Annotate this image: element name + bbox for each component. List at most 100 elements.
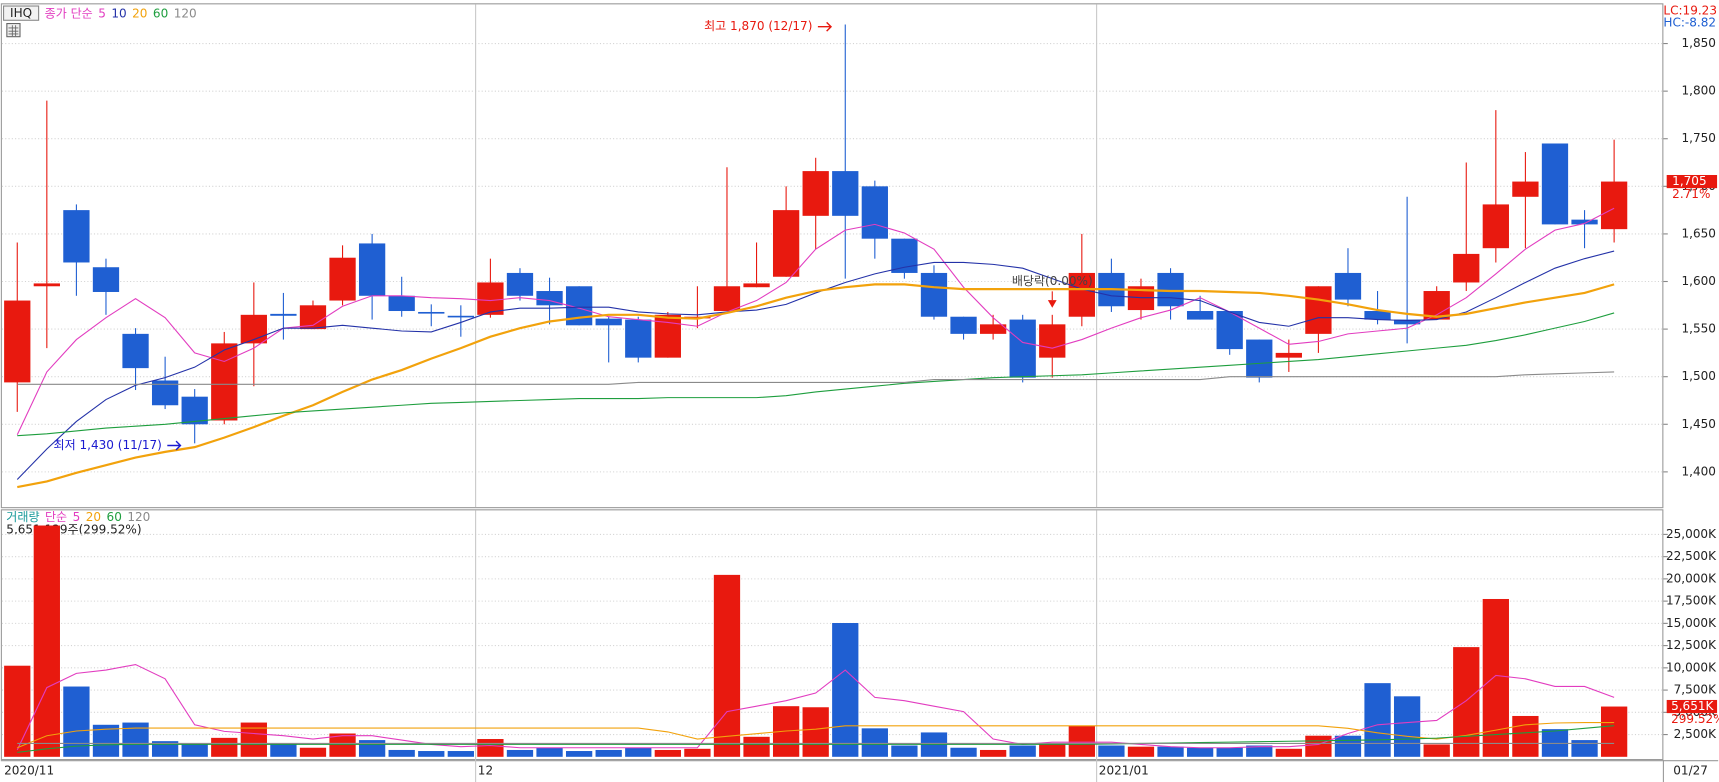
volume-bar [891, 745, 918, 757]
volume-bar [358, 740, 386, 757]
y-tick-label: 1,650 [1682, 226, 1716, 240]
volume-bar [4, 665, 31, 757]
candle-body [418, 311, 445, 314]
legend-entry: 60 [107, 509, 122, 523]
last-volume-change: 299.52% [1671, 712, 1719, 726]
ma-line [16, 250, 1615, 480]
x-tick-label: 12 [478, 764, 493, 778]
candle-body [625, 319, 652, 358]
candle-body [1364, 311, 1391, 320]
volume-panel-frame [0, 509, 1664, 761]
candle-body [1334, 272, 1362, 300]
volume-bar [832, 623, 859, 757]
candle-body [1246, 339, 1273, 378]
candle-body [713, 286, 741, 312]
legend: 거래량 단순 5 20 60 120 [6, 509, 150, 523]
candle-body [1157, 272, 1184, 307]
volume-bar [1157, 746, 1184, 757]
volume-bar [1305, 735, 1332, 757]
candle-body [1453, 253, 1480, 283]
volume-bar [743, 736, 770, 757]
volume-bar [536, 747, 563, 757]
grid-icon[interactable] [6, 23, 21, 38]
x-tick-label: 2021/01 [1099, 764, 1149, 778]
volume-bar [1246, 745, 1273, 757]
volume-bar [654, 749, 681, 757]
legend-title: 거래량 [6, 509, 39, 523]
volume-bar [625, 747, 652, 757]
last-date: 01/27 [1673, 764, 1708, 778]
volume-bar [1364, 683, 1391, 757]
ex-dividend-marker [1047, 300, 1057, 308]
candle-body [891, 238, 918, 273]
y-tick-label: 7,500K [1674, 683, 1717, 697]
y-tick-label: 15,000K [1666, 616, 1717, 630]
volume-bar [151, 741, 179, 757]
volume-bar [1571, 740, 1598, 757]
legend-method: 단순 [45, 509, 67, 523]
volume-bar [329, 733, 356, 757]
y-tick-label: 10,000K [1666, 660, 1717, 674]
ma-line [17, 312, 1615, 437]
candle-body [92, 267, 120, 292]
y-tick-label: 20,000K [1666, 571, 1717, 585]
y-tick-label: 17,500K [1666, 594, 1717, 608]
volume-bar [861, 728, 888, 757]
candle-body [1186, 311, 1214, 320]
legend-entry: 60 [153, 6, 168, 20]
volume-bar [1216, 747, 1243, 757]
volume-bar [63, 686, 90, 757]
volume-bar [1186, 747, 1214, 757]
hc-label: HC:-8.82 [1663, 16, 1716, 30]
ma-line [17, 283, 1615, 489]
y-tick-label: 12,500K [1666, 638, 1717, 652]
volume-bar [1334, 735, 1362, 757]
volume-bar [1275, 748, 1302, 757]
legend-entry: 20 [132, 6, 147, 20]
volume-bar [211, 737, 238, 757]
volume-bar [418, 751, 445, 757]
grid-icon-lines [8, 25, 19, 37]
legend: 종가 단순 5 10 20 60 120 [45, 6, 197, 20]
y-tick-label: 1,850 [1682, 36, 1716, 50]
volume-bar [1512, 715, 1539, 757]
volume-bar [506, 749, 534, 757]
legend-title: 종가 단순 [45, 6, 93, 20]
candle-body [63, 210, 90, 263]
candle-body [802, 171, 829, 216]
candle-body [1009, 319, 1036, 378]
volume-bar [33, 525, 60, 757]
legend-entry: 120 [127, 509, 150, 523]
y-tick-label: 25,000K [1666, 527, 1717, 541]
symbol-box[interactable] [3, 5, 40, 21]
volume-bar [1009, 745, 1036, 757]
price-panel-frame [0, 3, 1664, 509]
legend-entry: 5 [98, 6, 106, 20]
candle-body [979, 324, 1007, 334]
candle-body [950, 316, 977, 334]
candle-body [772, 210, 800, 277]
annotation: 최고 1,870 (12/17) [704, 19, 812, 33]
legend-entry: 120 [174, 6, 197, 20]
volume-bar [181, 744, 208, 757]
last-price-label: 1,705 [1672, 174, 1706, 188]
last-price-tag [1666, 174, 1718, 189]
candle-body [1305, 286, 1332, 334]
y-tick-label: 1,600 [1682, 274, 1716, 288]
candle-body [1571, 219, 1598, 225]
candle-body [477, 282, 504, 315]
volume-bar [565, 751, 593, 757]
volume-bar [684, 748, 711, 757]
candle-body [270, 313, 297, 316]
candle-body [1512, 181, 1539, 197]
y-tick-label: 1,750 [1682, 131, 1716, 145]
annotation-arrow [167, 440, 182, 451]
y-tick-label: 1,450 [1682, 417, 1716, 431]
volume-bar [1453, 647, 1480, 757]
y-tick-label: 1,400 [1682, 464, 1716, 478]
volume-bar [1423, 744, 1450, 757]
x-tick-label: 2020/11 [4, 764, 54, 778]
candle-body [743, 283, 770, 288]
